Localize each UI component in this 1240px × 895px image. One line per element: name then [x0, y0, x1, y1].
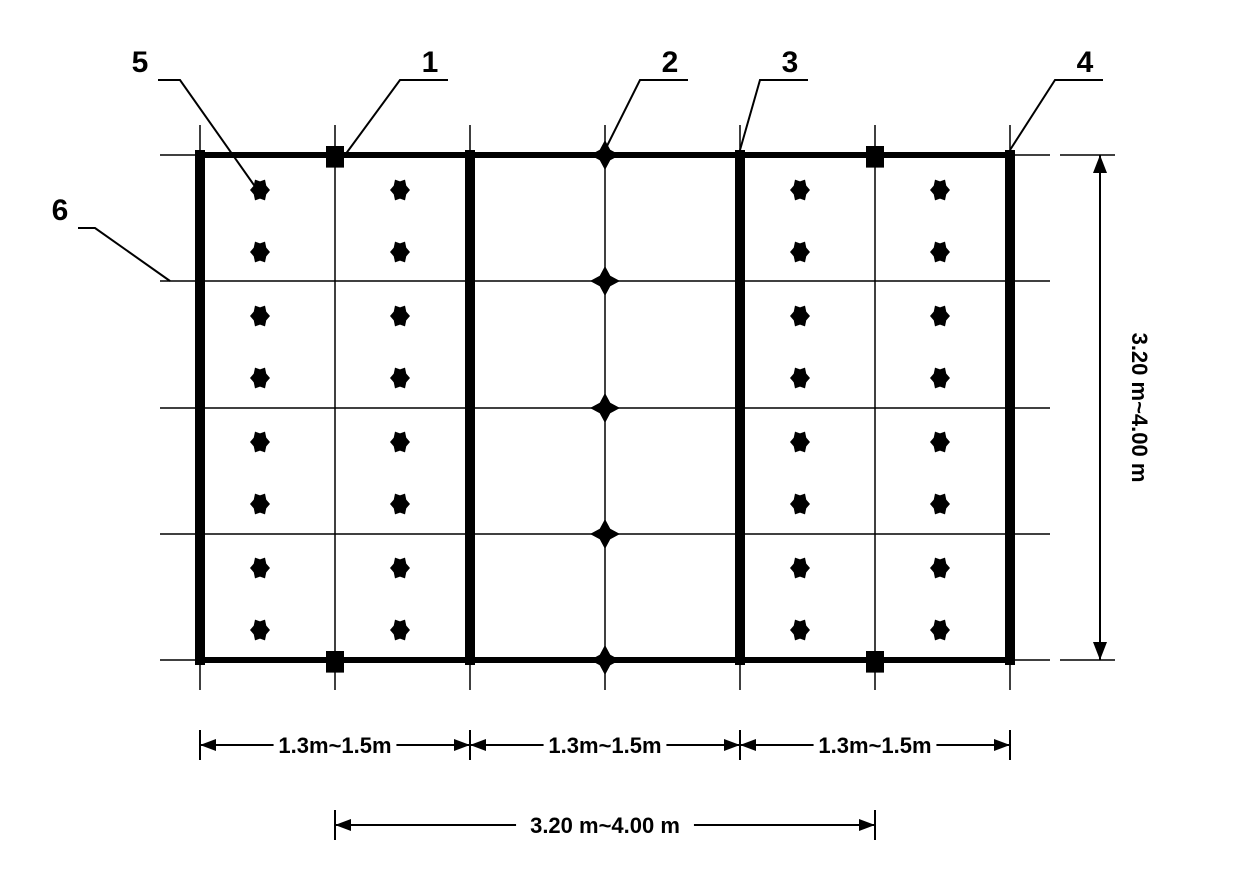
blob-marker [790, 620, 810, 641]
blob-marker [930, 180, 950, 201]
star-marker [590, 645, 620, 675]
callout-leader [1010, 80, 1103, 150]
blob-marker [790, 494, 810, 515]
blob-marker [930, 368, 950, 389]
technical-diagram: 5 1 2 3 4 6 3.20 m~4.00 m 1.3m~1.5m 1.3m~1.5m 1.3… [0, 0, 1240, 895]
callout-leader [605, 80, 688, 150]
arrowhead-icon [454, 739, 470, 751]
blob-marker [790, 180, 810, 201]
blob-marker [390, 432, 410, 453]
callout-number: 3 [782, 46, 799, 79]
dim-seg-label: 1.3m~1.5m [278, 733, 391, 758]
callout-number: 1 [422, 46, 439, 79]
blob-marker [390, 306, 410, 327]
star-marker [590, 140, 620, 170]
blob-marker [790, 368, 810, 389]
blob-marker [250, 494, 270, 515]
square-marker [326, 651, 344, 673]
blob-marker [250, 306, 270, 327]
blob-marker [930, 242, 950, 263]
dim-total-label: 3.20 m~4.00 m [530, 813, 680, 838]
blob-marker [790, 558, 810, 579]
square-marker [866, 651, 884, 673]
star-marker [590, 393, 620, 423]
blob-marker [250, 558, 270, 579]
square-marker [326, 146, 344, 168]
blob-marker [390, 558, 410, 579]
blob-marker [250, 368, 270, 389]
blob-marker [390, 494, 410, 515]
blob-marker [250, 242, 270, 263]
blob-marker [930, 620, 950, 641]
star-marker [590, 519, 620, 549]
blob-marker [930, 558, 950, 579]
dim-vlabel: 3.20 m~4.00 m [1127, 333, 1152, 483]
callout-number: 2 [662, 46, 679, 79]
arrowhead-icon [994, 739, 1010, 751]
arrowhead-icon [724, 739, 740, 751]
callout-number: 4 [1077, 46, 1094, 79]
blob-marker [250, 432, 270, 453]
callout-leader [740, 80, 808, 150]
blob-marker [390, 180, 410, 201]
arrowhead-icon [470, 739, 486, 751]
callout-leader [158, 80, 261, 195]
square-marker [866, 146, 884, 168]
star-marker [590, 266, 620, 296]
blob-marker [790, 242, 810, 263]
arrowhead-icon [740, 739, 756, 751]
arrowhead-icon [1093, 155, 1107, 173]
arrowhead-icon [335, 819, 351, 831]
arrowhead-icon [1093, 642, 1107, 660]
callout-number: 5 [132, 46, 149, 79]
blob-marker [930, 306, 950, 327]
callout-leader [78, 228, 170, 281]
arrowhead-icon [859, 819, 875, 831]
blob-marker [790, 432, 810, 453]
arrowhead-icon [200, 739, 216, 751]
blob-marker [390, 242, 410, 263]
blob-marker [790, 306, 810, 327]
dim-seg-label: 1.3m~1.5m [548, 733, 661, 758]
blob-marker [390, 368, 410, 389]
blob-marker [250, 620, 270, 641]
callout-number: 6 [52, 194, 69, 227]
blob-marker [390, 620, 410, 641]
blob-marker [930, 494, 950, 515]
blob-marker [930, 432, 950, 453]
dim-seg-label: 1.3m~1.5m [818, 733, 931, 758]
callout-leader [345, 80, 448, 155]
